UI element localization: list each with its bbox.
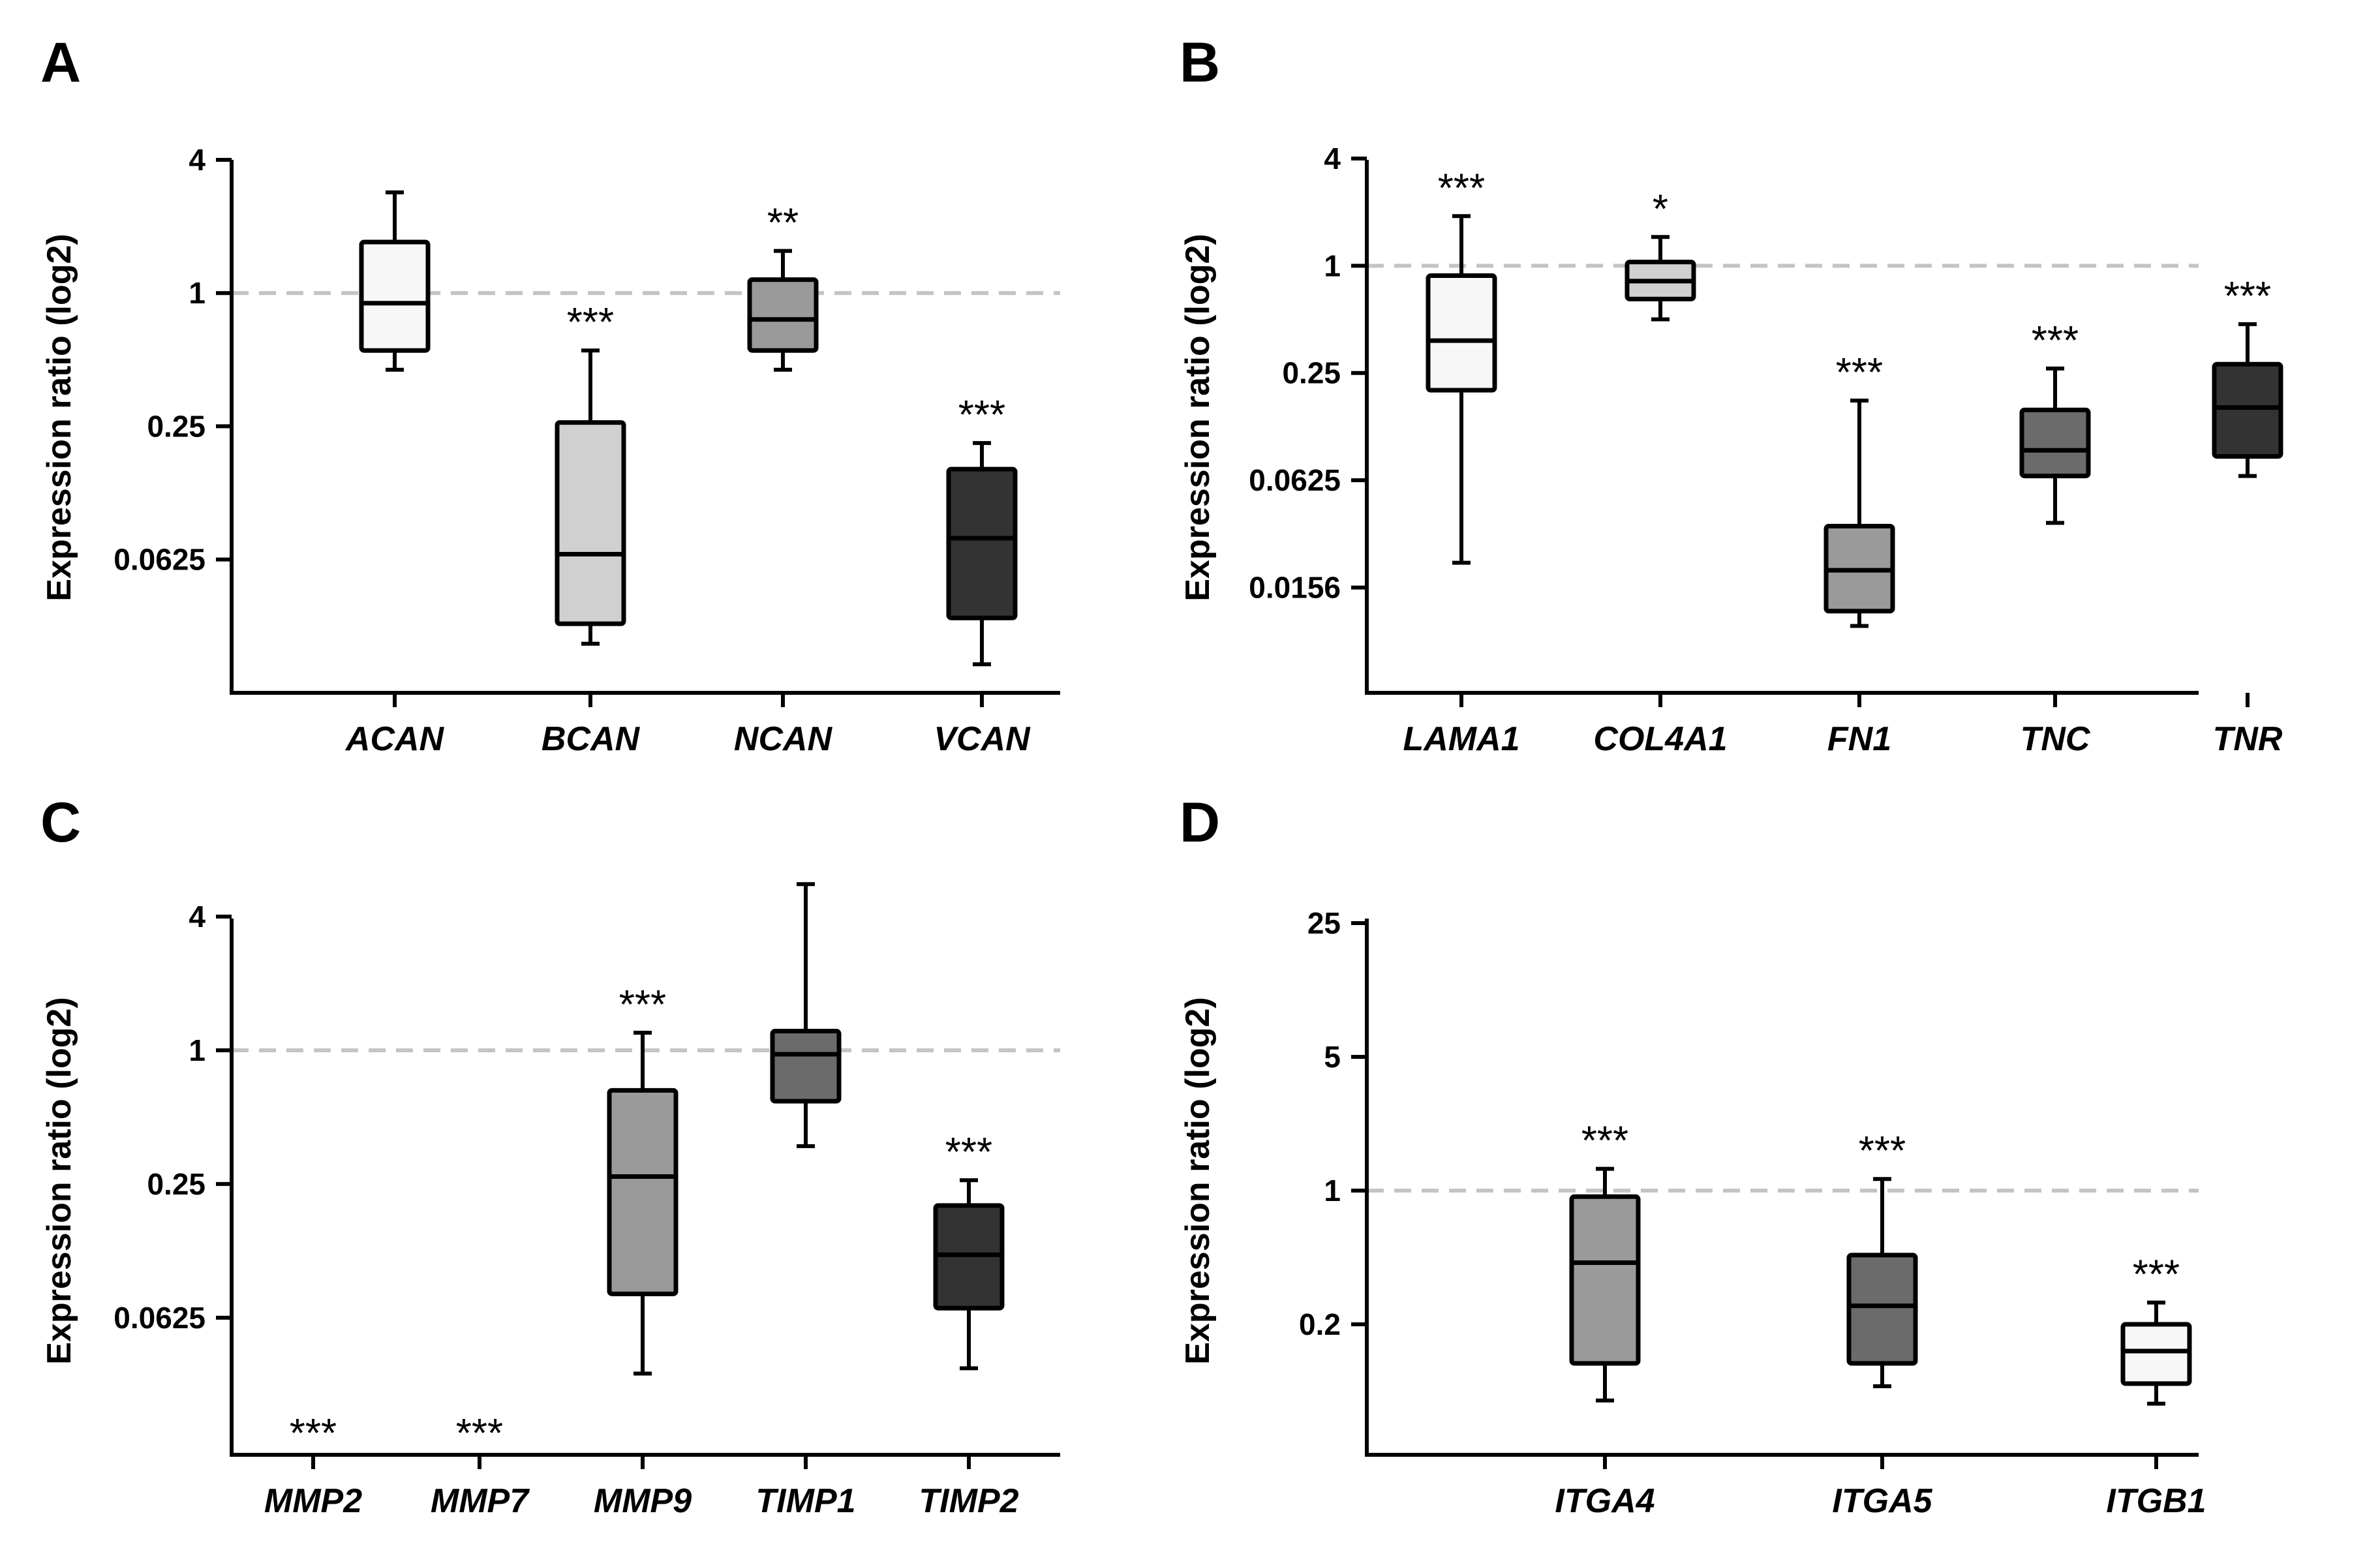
significance-label: ***	[2224, 274, 2271, 319]
box-col4a1: *	[1625, 187, 1696, 322]
significance-label: ***	[958, 393, 1005, 438]
significance-label: ***	[1438, 166, 1485, 211]
significance-label: ***	[456, 1411, 503, 1456]
y-tick-label: 4	[189, 900, 206, 934]
significance-label: ***	[1581, 1119, 1628, 1164]
significance-label: *	[1653, 187, 1668, 232]
y-tick-label: 1	[1324, 1174, 1341, 1208]
y-tick-label: 0.2	[1299, 1307, 1341, 1341]
box-fn1: ***	[1823, 350, 1895, 628]
box-iqr	[747, 277, 819, 353]
y-axis-label: Expression ratio (log2)	[1179, 997, 1217, 1364]
significance-label: ***	[2133, 1253, 2180, 1298]
box-timp2: ***	[933, 1130, 1005, 1371]
box-mmp2: ***	[290, 1411, 337, 1456]
box-itga5: ***	[1846, 1129, 1918, 1388]
box-iqr	[359, 239, 431, 353]
x-tick-label: ITGB1	[2106, 1482, 2206, 1520]
box-iqr	[1569, 1194, 1641, 1366]
panel-d: D Expression ratio (log2) 25 5 1 0.2 ITGA4 IT…	[1179, 791, 2206, 1520]
y-tick-label: 0.0156	[1249, 571, 1341, 605]
panel-letter: C	[40, 791, 81, 854]
x-tick-label: TIMP1	[755, 1482, 855, 1520]
x-tick-label: VCAN	[934, 720, 1031, 758]
y-axis-label: Expression ratio (log2)	[40, 234, 78, 601]
y-tick-label: 1	[1324, 249, 1341, 282]
significance-label: **	[767, 201, 799, 246]
box-tnc: ***	[2019, 318, 2091, 525]
y-tick-label: 4	[189, 143, 206, 177]
y-tick-label: 1	[189, 276, 206, 310]
x-tick-label: COL4A1	[1593, 720, 1727, 758]
plot-area: 4 1 0.25 0.0625 MMP2 MMP7 MMP9 TIMP1 TIMP2 *** ***…	[114, 882, 1060, 1520]
box-iqr	[2019, 407, 2091, 479]
box-iqr	[555, 420, 626, 626]
box-iqr	[770, 1029, 842, 1104]
y-axis-label: Expression ratio (log2)	[1179, 234, 1217, 601]
y-tick-label: 0.0625	[114, 1301, 206, 1335]
box-itga4: ***	[1569, 1119, 1641, 1403]
y-tick-label: 5	[1324, 1040, 1341, 1074]
box-timp1	[770, 882, 842, 1148]
panel-c: C Expression ratio (log2) 4 1 0.25 0.0625 MM…	[40, 791, 1060, 1520]
box-iqr	[946, 466, 1018, 620]
x-tick-label: NCAN	[734, 720, 833, 758]
box-ncan: **	[747, 201, 819, 372]
box-mmp7: ***	[456, 1411, 503, 1456]
significance-label: ***	[1836, 350, 1883, 395]
significance-label: ***	[619, 982, 666, 1027]
significance-label: ***	[567, 300, 614, 345]
y-tick-label: 0.25	[147, 409, 206, 443]
y-tick-label: 0.25	[1282, 356, 1341, 390]
box-vcan: ***	[946, 393, 1018, 667]
x-tick-label: ITGA4	[1555, 1482, 1655, 1520]
panel-letter: B	[1180, 31, 1220, 94]
x-tick-label: MMP7	[431, 1482, 530, 1520]
box-iqr	[1426, 273, 1497, 393]
significance-label: ***	[290, 1411, 337, 1456]
x-tick-label: MMP9	[594, 1482, 692, 1520]
y-tick-label: 4	[1324, 142, 1341, 175]
x-tick-label: FN1	[1827, 720, 1891, 758]
panel-a: A Expression ratio (log2) 4 1 0.25 0.0625 AC…	[40, 31, 1060, 758]
x-tick-label: TNR	[2213, 720, 2283, 758]
box-mmp9: ***	[607, 982, 679, 1376]
plot-area: 25 5 1 0.2 ITGA4 ITGA5 ITGB1 *** *** ***	[1299, 906, 2206, 1520]
y-tick-label: 0.0625	[114, 543, 206, 577]
x-tick-label: ITGA5	[1832, 1482, 1932, 1520]
box-iqr	[607, 1088, 679, 1296]
y-tick-label: 0.25	[147, 1167, 206, 1201]
y-tick-label: 0.0625	[1249, 463, 1341, 497]
y-tick-label: 25	[1307, 906, 1341, 940]
box-iqr	[2212, 361, 2283, 459]
box-acan	[359, 190, 431, 372]
box-itgb1: ***	[2120, 1253, 2192, 1406]
x-tick-label: TNC	[2021, 720, 2091, 758]
significance-label: ***	[945, 1130, 992, 1175]
box-lama1: ***	[1426, 166, 1497, 565]
x-tick-label: ACAN	[344, 720, 445, 758]
y-tick-label: 1	[189, 1033, 206, 1067]
x-tick-label: TIMP2	[919, 1482, 1018, 1520]
x-tick-label: LAMA1	[1403, 720, 1519, 758]
x-tick-label: BCAN	[542, 720, 641, 758]
box-iqr	[1846, 1253, 1918, 1366]
significance-label: ***	[1859, 1129, 1906, 1174]
panel-letter: D	[1180, 791, 1220, 854]
significance-label: ***	[2032, 318, 2079, 363]
panel-b: B Expression ratio (log2) 4 1 0.25 0.0625 0.…	[1179, 31, 2283, 758]
x-tick-label: MMP2	[264, 1482, 362, 1520]
panel-letter: A	[40, 31, 81, 94]
box-tnr: ***	[2212, 274, 2283, 478]
box-iqr	[2120, 1322, 2192, 1386]
y-axis-label: Expression ratio (log2)	[40, 997, 78, 1364]
box-bcan: ***	[555, 300, 626, 646]
